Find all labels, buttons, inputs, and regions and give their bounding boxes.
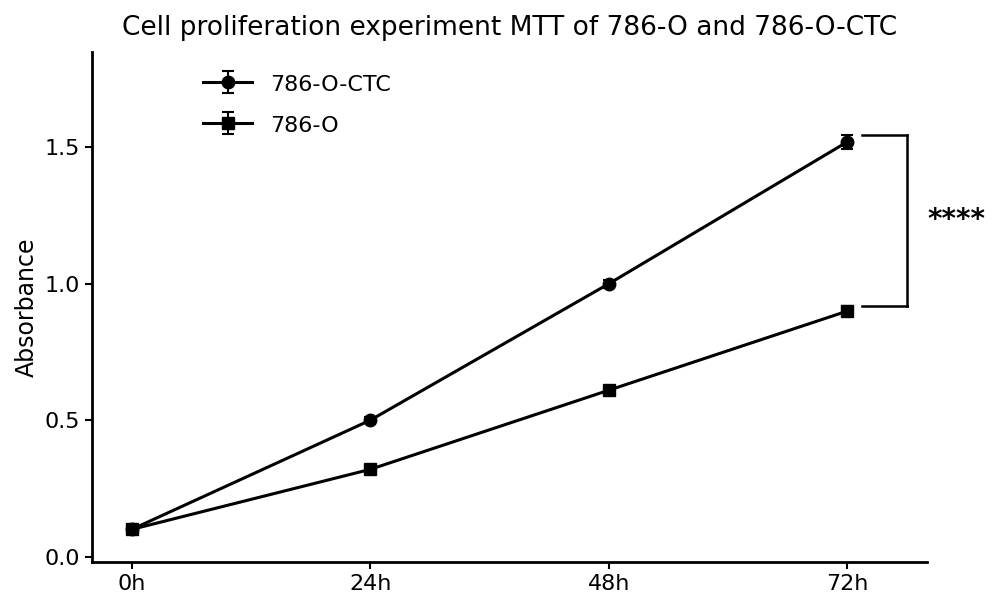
Text: ****: **** [927,206,985,234]
Legend: 786-O-CTC, 786-O: 786-O-CTC, 786-O [203,73,391,136]
Title: Cell proliferation experiment MTT of 786-O and 786-O-CTC: Cell proliferation experiment MTT of 786… [122,15,897,41]
Y-axis label: Absorbance: Absorbance [15,237,39,377]
